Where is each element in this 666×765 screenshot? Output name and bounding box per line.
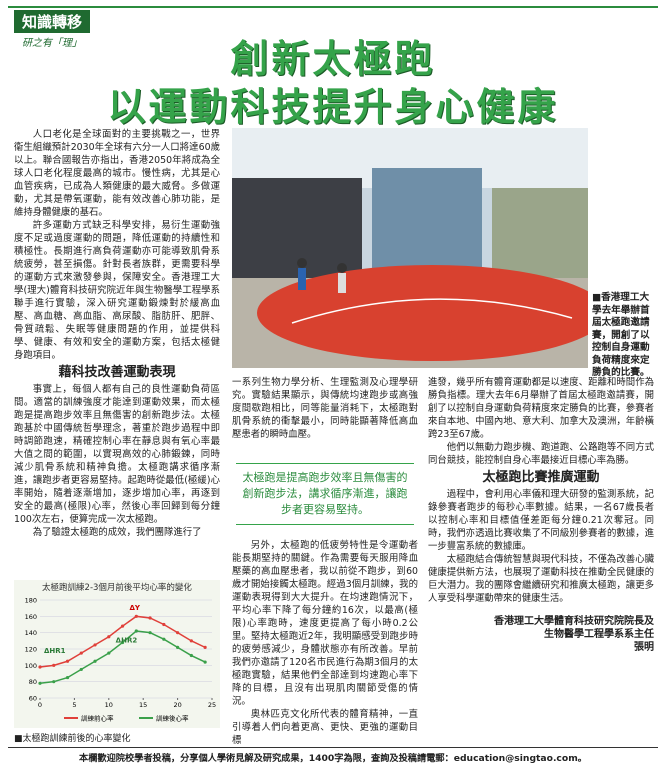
data-point [203, 660, 207, 664]
right-column: 進發，幾乎所有體育運動都是以速度、距離和時間作為勝負指標。理大去年6月舉辦了首屆… [428, 376, 654, 654]
top-rule [8, 6, 658, 8]
data-point [162, 637, 166, 641]
data-point [65, 675, 70, 680]
data-point [120, 640, 125, 645]
annotation: ΔHR1 [44, 647, 66, 655]
signature-line: 香港理工大學體育科技研究院院長及 [494, 616, 654, 627]
data-point [93, 643, 97, 647]
chart-caption: ■太極跑訓練前後的心率變化 [14, 734, 131, 744]
data-point [107, 635, 111, 639]
data-point [38, 665, 42, 669]
data-point [176, 631, 180, 635]
photo-caption: ■香港理工大學去年舉辦首屆太極跑邀請賽，開創了以控制自身運動負荷精度來定勝負的比… [592, 292, 650, 378]
paragraph: 他們以無動力跑步機、跑道跑、公路跑等不同方式同台競技，能控制自身心率最接近目標心… [428, 442, 654, 466]
data-point [79, 651, 83, 655]
paragraph: 人口老化是全球面對的主要挑戰之一，世界衞生組織預計2030年全球有六分一人口將達… [14, 129, 220, 218]
data-point [52, 663, 56, 667]
x-tick-label: 25 [208, 701, 216, 709]
annotation: ΔHR2 [116, 636, 138, 644]
annotation: ΔY [129, 604, 140, 612]
x-tick-label: 0 [38, 701, 42, 709]
data-point [38, 681, 42, 685]
x-tick-label: 20 [173, 701, 181, 709]
paragraph: 進發，幾乎所有體育運動都是以速度、距離和時間作為勝負指標。理大去年6月舉辦了首屆… [428, 377, 654, 440]
data-point [134, 614, 138, 618]
y-tick-label: 80 [29, 678, 37, 686]
pull-quote: 太極跑是提高跑步效率且無傷害的創新跑步法，講求循序漸進，讓跑步者更容易堅持。 [236, 463, 414, 525]
paragraph: 太極跑結合傳統智慧與現代科技，不僅為改善心臟健康提供新方法，也展現了運動科技在推… [428, 554, 654, 604]
left-column: 人口老化是全球面對的主要挑戰之一，世界衞生組織預計2030年全球有六分一人口將達… [14, 128, 220, 539]
legend-label: 訓練後心率 [156, 714, 189, 723]
section-tag: 知識轉移 [14, 10, 91, 33]
data-point [107, 651, 111, 655]
x-tick-label: 10 [105, 701, 113, 709]
legend-label: 訓練前心率 [81, 714, 114, 723]
y-tick-label: 100 [25, 662, 37, 670]
heading: 藉科技改善運動表現 [58, 365, 176, 380]
x-tick-label: 15 [139, 701, 147, 709]
paragraph: 為了驗證太極跑的成效，我們團隊進行了 [32, 527, 202, 538]
data-point [162, 622, 166, 627]
y-tick-label: 140 [25, 629, 37, 637]
paragraph: 過程中，會利用心率儀和理大研發的監測系統，記錄參賽者跑步的每秒心率數據。結果，一… [428, 489, 654, 552]
chart: 太極跑訓練2-3個月前後平均心率的變化 60 80 100 120 140 160 180 0… [14, 580, 220, 728]
heading: 太極跑比賽推廣運動 [482, 470, 600, 485]
data-point [148, 616, 152, 620]
chart-title: 太極跑訓練2-3個月前後平均心率的變化 [42, 582, 192, 593]
paragraph: 奧林匹克文化所代表的體育精神，一直引導着人們向着更高、更快、更強的運動目標 [232, 709, 418, 746]
paragraph: 許多運動方式缺乏科學安排，易衍生運動強度不足或過度運動的問題，降低運動的持續性和… [14, 220, 220, 361]
data-point [189, 653, 193, 658]
footer: 本欄歡迎院校學者投稿，分享個人學術見解及研究成果，1400字為限，查詢及投稿請電… [8, 747, 658, 764]
column-name: 研之有「理」 [22, 38, 82, 49]
data-point [65, 659, 70, 663]
middle-column: 一系列生物力學分析、生理監測及心理學研究。實驗結果顯示，與傳統均速跑步或高強度間… [232, 376, 418, 747]
data-point [176, 645, 180, 649]
data-point [120, 624, 125, 628]
data-point [93, 659, 97, 663]
data-point [79, 667, 83, 672]
y-tick-label: 180 [25, 597, 37, 605]
title-line: 以運動科技提升身心健康 [107, 85, 559, 129]
y-tick-label: 60 [29, 695, 37, 703]
data-point [52, 680, 56, 684]
signature-line: 張明 [634, 642, 654, 653]
y-tick-label: 120 [25, 646, 37, 654]
data-point [189, 639, 193, 643]
paragraph: 事實上，每個人都有自己的良性運動負荷區間。適當的訓練強度才能達到運動效果，而太極… [14, 384, 220, 525]
signature-line: 生物醫學工程學系系主任 [544, 629, 654, 640]
data-point [134, 629, 138, 633]
signature: 香港理工大學體育科技研究院院長及 生物醫學工程學系系主任 張明 [428, 615, 654, 654]
data-point [203, 645, 207, 649]
paragraph: 一系列生物力學分析、生理監測及心理學研究。實驗結果顯示，與傳統均速跑步或高強度間… [232, 377, 418, 440]
photo [232, 128, 588, 368]
title-line: 創新太極跑 [230, 37, 436, 81]
x-tick-label: 5 [72, 701, 76, 709]
data-point [148, 631, 152, 635]
paragraph: 另外，太極跑的低疲勞特性是令運動者能長期堅持的關鍵。作為需要每天服用降血壓藥的高… [232, 540, 418, 707]
y-tick-label: 160 [25, 613, 37, 621]
